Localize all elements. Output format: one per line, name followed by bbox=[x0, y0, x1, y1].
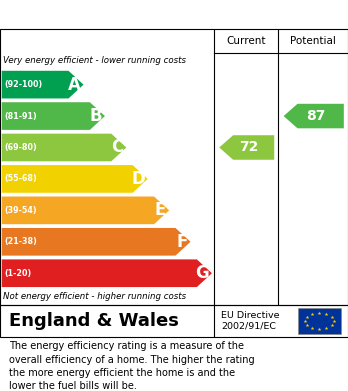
Text: Very energy efficient - lower running costs: Very energy efficient - lower running co… bbox=[3, 56, 187, 65]
Text: 72: 72 bbox=[239, 140, 259, 154]
Text: E: E bbox=[155, 201, 166, 219]
Text: (81-91): (81-91) bbox=[5, 111, 38, 120]
Text: Current: Current bbox=[227, 36, 266, 46]
Text: (92-100): (92-100) bbox=[5, 80, 43, 89]
Text: Energy Efficiency Rating: Energy Efficiency Rating bbox=[9, 7, 211, 22]
Polygon shape bbox=[2, 228, 191, 256]
Text: C: C bbox=[111, 138, 124, 156]
Polygon shape bbox=[2, 259, 212, 287]
Text: (55-68): (55-68) bbox=[5, 174, 38, 183]
Text: A: A bbox=[68, 75, 81, 93]
Text: The energy efficiency rating is a measure of the
overall efficiency of a home. T: The energy efficiency rating is a measur… bbox=[9, 341, 254, 391]
Text: England & Wales: England & Wales bbox=[9, 312, 179, 330]
Polygon shape bbox=[284, 104, 344, 128]
Text: (21-38): (21-38) bbox=[5, 237, 38, 246]
Polygon shape bbox=[2, 71, 84, 99]
Polygon shape bbox=[2, 134, 126, 161]
Text: (69-80): (69-80) bbox=[5, 143, 38, 152]
Text: (1-20): (1-20) bbox=[5, 269, 32, 278]
Text: D: D bbox=[131, 170, 145, 188]
Polygon shape bbox=[2, 197, 169, 224]
Text: Potential: Potential bbox=[290, 36, 336, 46]
Text: Not energy efficient - higher running costs: Not energy efficient - higher running co… bbox=[3, 292, 187, 301]
Text: EU Directive
2002/91/EC: EU Directive 2002/91/EC bbox=[221, 311, 279, 331]
Text: G: G bbox=[195, 264, 209, 282]
Text: (39-54): (39-54) bbox=[5, 206, 38, 215]
FancyBboxPatch shape bbox=[298, 308, 341, 334]
Text: F: F bbox=[176, 233, 188, 251]
Text: B: B bbox=[89, 107, 102, 125]
Polygon shape bbox=[219, 135, 274, 160]
Text: 87: 87 bbox=[306, 109, 325, 123]
Polygon shape bbox=[2, 102, 105, 130]
Polygon shape bbox=[2, 165, 148, 193]
